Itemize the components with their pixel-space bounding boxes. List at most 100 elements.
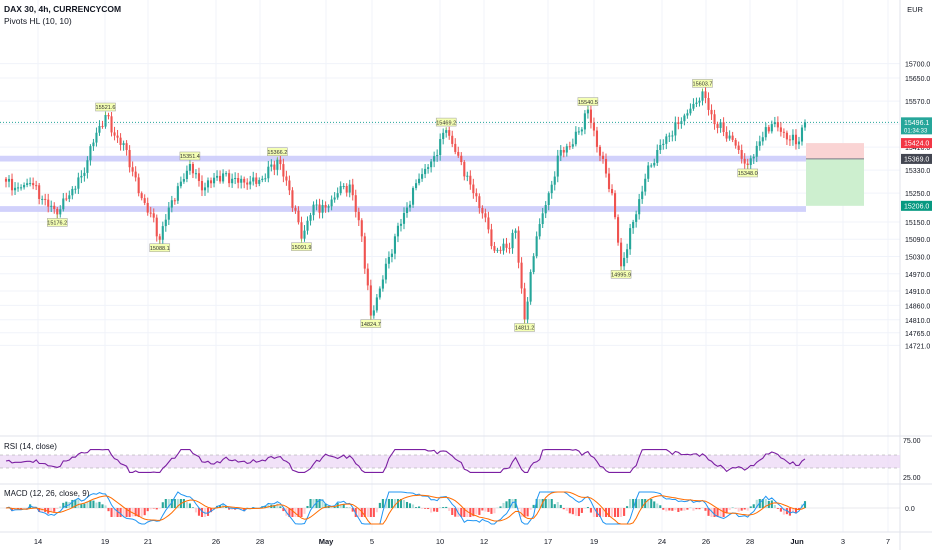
candle-body (203, 187, 207, 191)
candle-body (589, 109, 592, 123)
candle-body (200, 181, 204, 191)
candle-body (396, 225, 400, 237)
candle-body (378, 288, 381, 298)
time-tick-label: 26 (702, 537, 710, 546)
macd-histogram-bar (692, 508, 695, 511)
time-tick-label: May (319, 537, 334, 546)
macd-histogram-bar (294, 508, 297, 517)
pivot-label-box (47, 218, 68, 227)
pivot-label-box (737, 168, 758, 178)
candle-body (553, 176, 556, 185)
candle-body (779, 127, 782, 132)
candle-body (354, 195, 357, 212)
candle-body (294, 207, 297, 211)
macd-histogram-bar (448, 508, 451, 511)
macd-histogram-bar (707, 508, 710, 516)
time-axis[interactable]: 14 19 21 26 28 May 5 10 12 17 19 24 26 28 Jun 3 7 (34, 537, 890, 546)
macd-histogram-bar (779, 508, 782, 512)
candle-body (499, 249, 502, 251)
macd-histogram-bar (620, 508, 623, 517)
candle-body (583, 113, 586, 130)
position-tool[interactable] (806, 143, 864, 206)
macd-histogram-bar (405, 501, 409, 508)
symbol-legend[interactable]: DAX 30, 4h, CURRENCYCOM (4, 4, 122, 14)
candle-body (234, 177, 237, 179)
candle-body (604, 158, 608, 174)
macd-histogram-bar (10, 508, 14, 512)
candle-body (297, 210, 300, 223)
candle-body (592, 122, 595, 131)
candle-body (725, 132, 728, 139)
candle-body (451, 135, 454, 144)
macd-histogram-bar (366, 508, 369, 517)
candle-body (430, 161, 433, 168)
candle-body (436, 155, 439, 157)
candle-body (481, 208, 484, 214)
macd-line (5, 491, 806, 525)
candle-body (276, 159, 279, 170)
candle-body (131, 167, 134, 172)
candle-body (327, 206, 330, 208)
macd-tick-label: 0.0 (905, 506, 915, 513)
macd-histogram-bar (586, 507, 589, 508)
candle-body (788, 139, 791, 141)
candle-body (610, 189, 614, 194)
candle-body (650, 165, 653, 167)
candle-body (550, 184, 553, 194)
candle-body (216, 175, 219, 178)
indicator-legend[interactable]: Pivots HL (10, 10) (4, 16, 72, 26)
candle-body (538, 224, 541, 237)
candle-body (56, 208, 59, 215)
macd-histogram-bar (716, 508, 719, 517)
candle-body (427, 167, 430, 169)
macd-histogram-bar (137, 508, 140, 517)
candle-body (764, 127, 767, 138)
price-tick-label: 15250.0 (905, 191, 930, 198)
candle-body (107, 115, 110, 117)
candle-body (10, 178, 14, 191)
time-tick-label: 5 (370, 537, 374, 546)
candle-body (41, 198, 44, 200)
macd-histogram-bar (134, 508, 137, 517)
candle-body (113, 132, 116, 136)
candle-body (701, 91, 704, 101)
rsi-legend[interactable]: RSI (14, close) (4, 442, 57, 451)
macd-histogram-bar (348, 507, 351, 508)
candle-body (390, 253, 393, 258)
macd-histogram-bar (59, 506, 62, 508)
price-tick-label: 14860.0 (905, 303, 930, 310)
macd-histogram-bar (749, 506, 752, 508)
macd-histogram-bar (225, 507, 228, 508)
macd-histogram-bar (463, 508, 466, 517)
price-axis[interactable]: EUR15700.015650.015570.015490.015410.015… (901, 5, 932, 513)
time-tick-label: 10 (436, 537, 444, 546)
candle-body (324, 205, 327, 208)
macd-histogram-bar (743, 508, 746, 510)
macd-histogram-bar (454, 508, 457, 517)
macd-histogram-bar (83, 503, 86, 508)
macd-histogram-bar (677, 508, 680, 512)
macd-histogram-bar (342, 504, 345, 508)
candle-body (179, 181, 182, 187)
time-tick-label: 21 (144, 537, 152, 546)
macd-histogram-bar (626, 506, 629, 508)
candle-body (785, 132, 788, 140)
candle-body (209, 180, 213, 184)
macd-histogram-bar (502, 502, 505, 508)
macd-histogram-bar (472, 508, 475, 517)
macd-histogram-bar (544, 499, 547, 508)
support-zone (0, 206, 806, 212)
macd-legend[interactable]: MACD (12, 26, close, 9) (4, 489, 90, 498)
macd-histogram-bar (92, 500, 95, 508)
macd-histogram-bar (279, 506, 282, 508)
candle-body (782, 131, 785, 133)
candle-body (182, 179, 185, 182)
candle-body (692, 103, 695, 109)
candle-body (755, 145, 758, 157)
macd-histogram-bar (375, 508, 378, 513)
pivot-labels: 15176.2 15521.6 15088.1 15351.4 15366.2 15091… (47, 79, 758, 332)
candle-body (505, 243, 508, 248)
pivot-label-box (360, 319, 382, 328)
candle-body (794, 134, 798, 145)
